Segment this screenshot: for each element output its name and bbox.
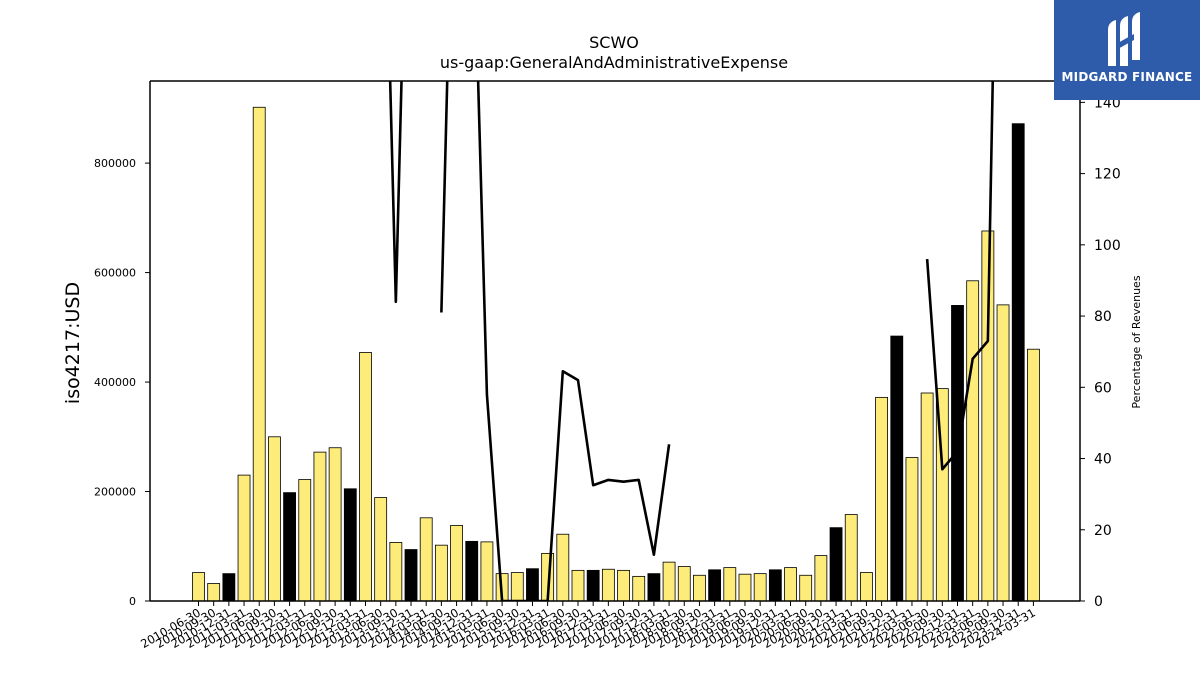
bar-2017-09-30 [632,575,646,602]
chart-subtitle: us-gaap:GeneralAndAdministrativeExpense [440,53,788,72]
bar-2012-06-30 [313,451,327,602]
bar-2014-06-30 [434,544,448,602]
bar-2010-09-30 [207,583,221,602]
y2-tick-label: 100 [1094,238,1121,254]
bar-2020-09-30 [814,555,828,602]
line-layer [388,81,995,601]
bar-2015-03-31 [480,541,494,602]
bar-2011-06-30 [252,106,266,602]
bar-2011-03-31 [237,474,251,602]
bar-2012-03-31 [298,479,312,602]
y2-tick-label: 40 [1094,452,1112,468]
midgard-logo-icon [1108,12,1140,66]
percentage-line-segment [388,81,403,304]
bar-2015-09-30 [510,572,524,602]
bar-2020-06-30 [799,574,813,602]
y2-tick-label: 0 [1094,594,1103,610]
bar-2018-09-30 [693,574,706,602]
chart-title: SCWO [589,33,639,52]
bar-2019-06-30 [738,573,752,602]
bar-2013-06-30 [374,497,388,602]
bar-2020-03-31 [784,567,797,602]
bar-2012-12-31 [343,488,357,602]
bar-2013-12-31 [404,549,418,602]
percentage-line-segment [925,81,995,471]
bar-2021-09-30 [875,396,888,602]
logo-text: MIDGARD FINANCE [1061,70,1193,84]
bar-2012-09-30 [328,447,342,602]
y-tick-label: 200000 [94,486,136,499]
bars-layer [192,106,1040,602]
midgard-finance-logo: MIDGARD FINANCE [1054,0,1200,100]
bar-2016-12-31 [586,569,600,602]
bar-2023-12-31 [1011,123,1025,602]
bar-2013-09-30 [389,542,403,602]
bar-2016-06-30 [556,533,570,602]
bar-2011-09-30 [267,436,281,602]
bar-2021-06-30 [860,572,873,602]
bar-2017-12-31 [647,573,661,602]
bar-2019-09-30 [753,573,767,602]
bar-2019-03-31 [723,567,737,602]
bar-2021-12-31 [890,335,904,602]
bar-2013-03-31 [359,352,372,602]
y-tick-label: 800000 [94,157,136,170]
bar-2011-12-31 [283,492,296,602]
bar-2023-03-31 [966,280,980,602]
bar-2018-03-31 [662,561,676,602]
bar-2019-12-31 [768,569,782,602]
bar-2010-06-30 [192,572,205,602]
axes-layer: 0 200000 400000 600000 800000 0 20 40 60 80 100 120… [94,80,1121,651]
y-tick-label: 400000 [94,376,136,389]
bar-2023-09-30 [996,304,1010,602]
bar-2018-12-31 [708,569,722,602]
bar-2024-03-31 [1027,348,1040,602]
y-tick-label: 600000 [94,267,136,280]
bar-2014-12-31 [465,540,479,602]
bar-2014-03-31 [419,517,433,602]
bar-2017-06-30 [617,569,630,602]
y2-tick-label: 20 [1094,523,1112,539]
bar-2022-03-31 [905,457,919,602]
bar-2021-03-31 [844,514,858,602]
bar-2014-09-30 [450,525,463,602]
y-tick-label: 0 [129,595,136,608]
bar-2018-06-30 [677,566,691,602]
bar-2010-12-31 [222,573,236,602]
bar-2017-03-31 [601,568,615,602]
y2-tick-label: 60 [1094,380,1112,396]
percentage-line-segment [440,81,671,601]
y-axis-label: iso4217:USD [62,282,84,404]
y2-axis-label: Percentage of Revenues [1130,275,1143,408]
bar-2022-06-30 [920,392,934,602]
y2-tick-label: 80 [1094,309,1112,325]
bar-2020-12-31 [829,527,843,602]
bar-2015-12-31 [526,568,539,602]
y2-tick-label: 120 [1094,167,1121,183]
bar-2016-09-30 [571,569,585,602]
